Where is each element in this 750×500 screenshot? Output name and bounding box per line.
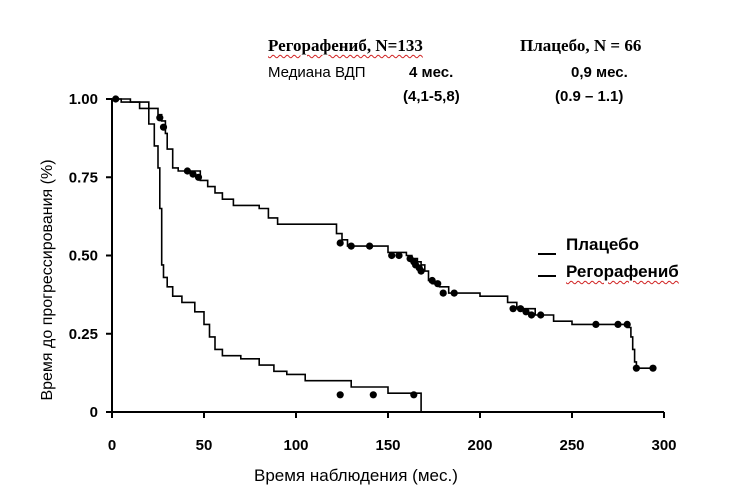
y-tick-label: 0	[90, 404, 98, 421]
regorafenib-censor-mark	[632, 364, 641, 372]
axes	[106, 99, 664, 413]
regorafenib-censor-mark	[428, 276, 436, 285]
regorafenib-censor-mark	[417, 267, 425, 275]
x-tick-label: 100	[283, 437, 308, 454]
regorafenib-censor-mark	[194, 173, 203, 181]
placebo-censor-mark	[410, 391, 418, 399]
regorafenib-censor-mark	[336, 239, 344, 247]
regorafenib-censor-mark	[434, 280, 442, 288]
x-tick-label: 0	[108, 437, 116, 454]
y-tick-label: 0.50	[69, 248, 98, 265]
y-tick-label: 0.25	[69, 326, 98, 343]
regorafenib-censor-mark	[527, 311, 536, 319]
legend-label-placebo: Плацебо	[566, 235, 640, 254]
regorafenib-censor-mark	[516, 305, 525, 313]
regorafenib-censor-mark	[388, 251, 396, 260]
legend-line-placebo	[538, 253, 556, 255]
rego-ci: (4,1-5,8)	[403, 88, 460, 105]
regorafenib-censor-mark	[592, 320, 600, 328]
legend-line-rego	[538, 275, 556, 277]
regorafenib-censor-mark	[649, 364, 657, 372]
regorafenib-censor-mark	[156, 114, 164, 122]
regorafenib-censor-mark	[112, 95, 120, 103]
regorafenib-censor-mark	[439, 289, 447, 297]
placebo-ci: (0.9 – 1.1)	[555, 88, 624, 105]
regorafenib-censor-mark	[183, 167, 191, 175]
placebo-curve	[112, 98, 422, 412]
x-tick-label: 250	[559, 437, 584, 454]
placebo-median: 0,9 мес.	[571, 64, 628, 81]
placebo-title: Плацебо, N = 66	[520, 36, 642, 55]
rego-median: 4 мес.	[409, 64, 454, 81]
regorafenib-censor-mark	[159, 123, 168, 131]
regorafenib-censor-mark	[522, 308, 530, 316]
x-tick-label: 300	[651, 437, 676, 454]
regorafenib-curve	[112, 98, 653, 369]
y-tick-label: 0.75	[69, 169, 98, 186]
regorafenib-censor-mark	[450, 289, 458, 297]
regorafenib-censor-mark	[537, 311, 545, 319]
series-layer	[112, 95, 657, 412]
x-tick-label: 50	[196, 437, 213, 454]
ticks: 0 50 100 150 200 250 300 0 0.25 0.50 0.75 1.00	[69, 91, 677, 454]
y-axis-title: Время до прогрессирования (%)	[39, 159, 56, 401]
placebo-censor-mark	[336, 391, 344, 399]
x-tick-label: 150	[375, 437, 400, 454]
regorafenib-censor-mark	[189, 170, 197, 178]
legend-label-rego: Регорафениб	[566, 262, 679, 281]
regorafenib-censor-mark	[623, 320, 631, 328]
regorafenib-censor-mark	[395, 251, 403, 260]
regorafenib-censor-mark	[366, 242, 374, 250]
placebo-censor-mark	[369, 391, 377, 399]
rego-title: Регорафениб, N=133	[268, 36, 423, 55]
median-label: Медиана ВДП	[268, 64, 366, 81]
x-axis-title: Время наблюдения (мес.)	[254, 466, 458, 485]
x-tick-label: 200	[467, 437, 492, 454]
regorafenib-censor-mark	[614, 320, 622, 328]
regorafenib-censor-mark	[347, 242, 355, 250]
regorafenib-censor-mark	[509, 305, 517, 313]
y-tick-label: 1.00	[69, 91, 98, 108]
